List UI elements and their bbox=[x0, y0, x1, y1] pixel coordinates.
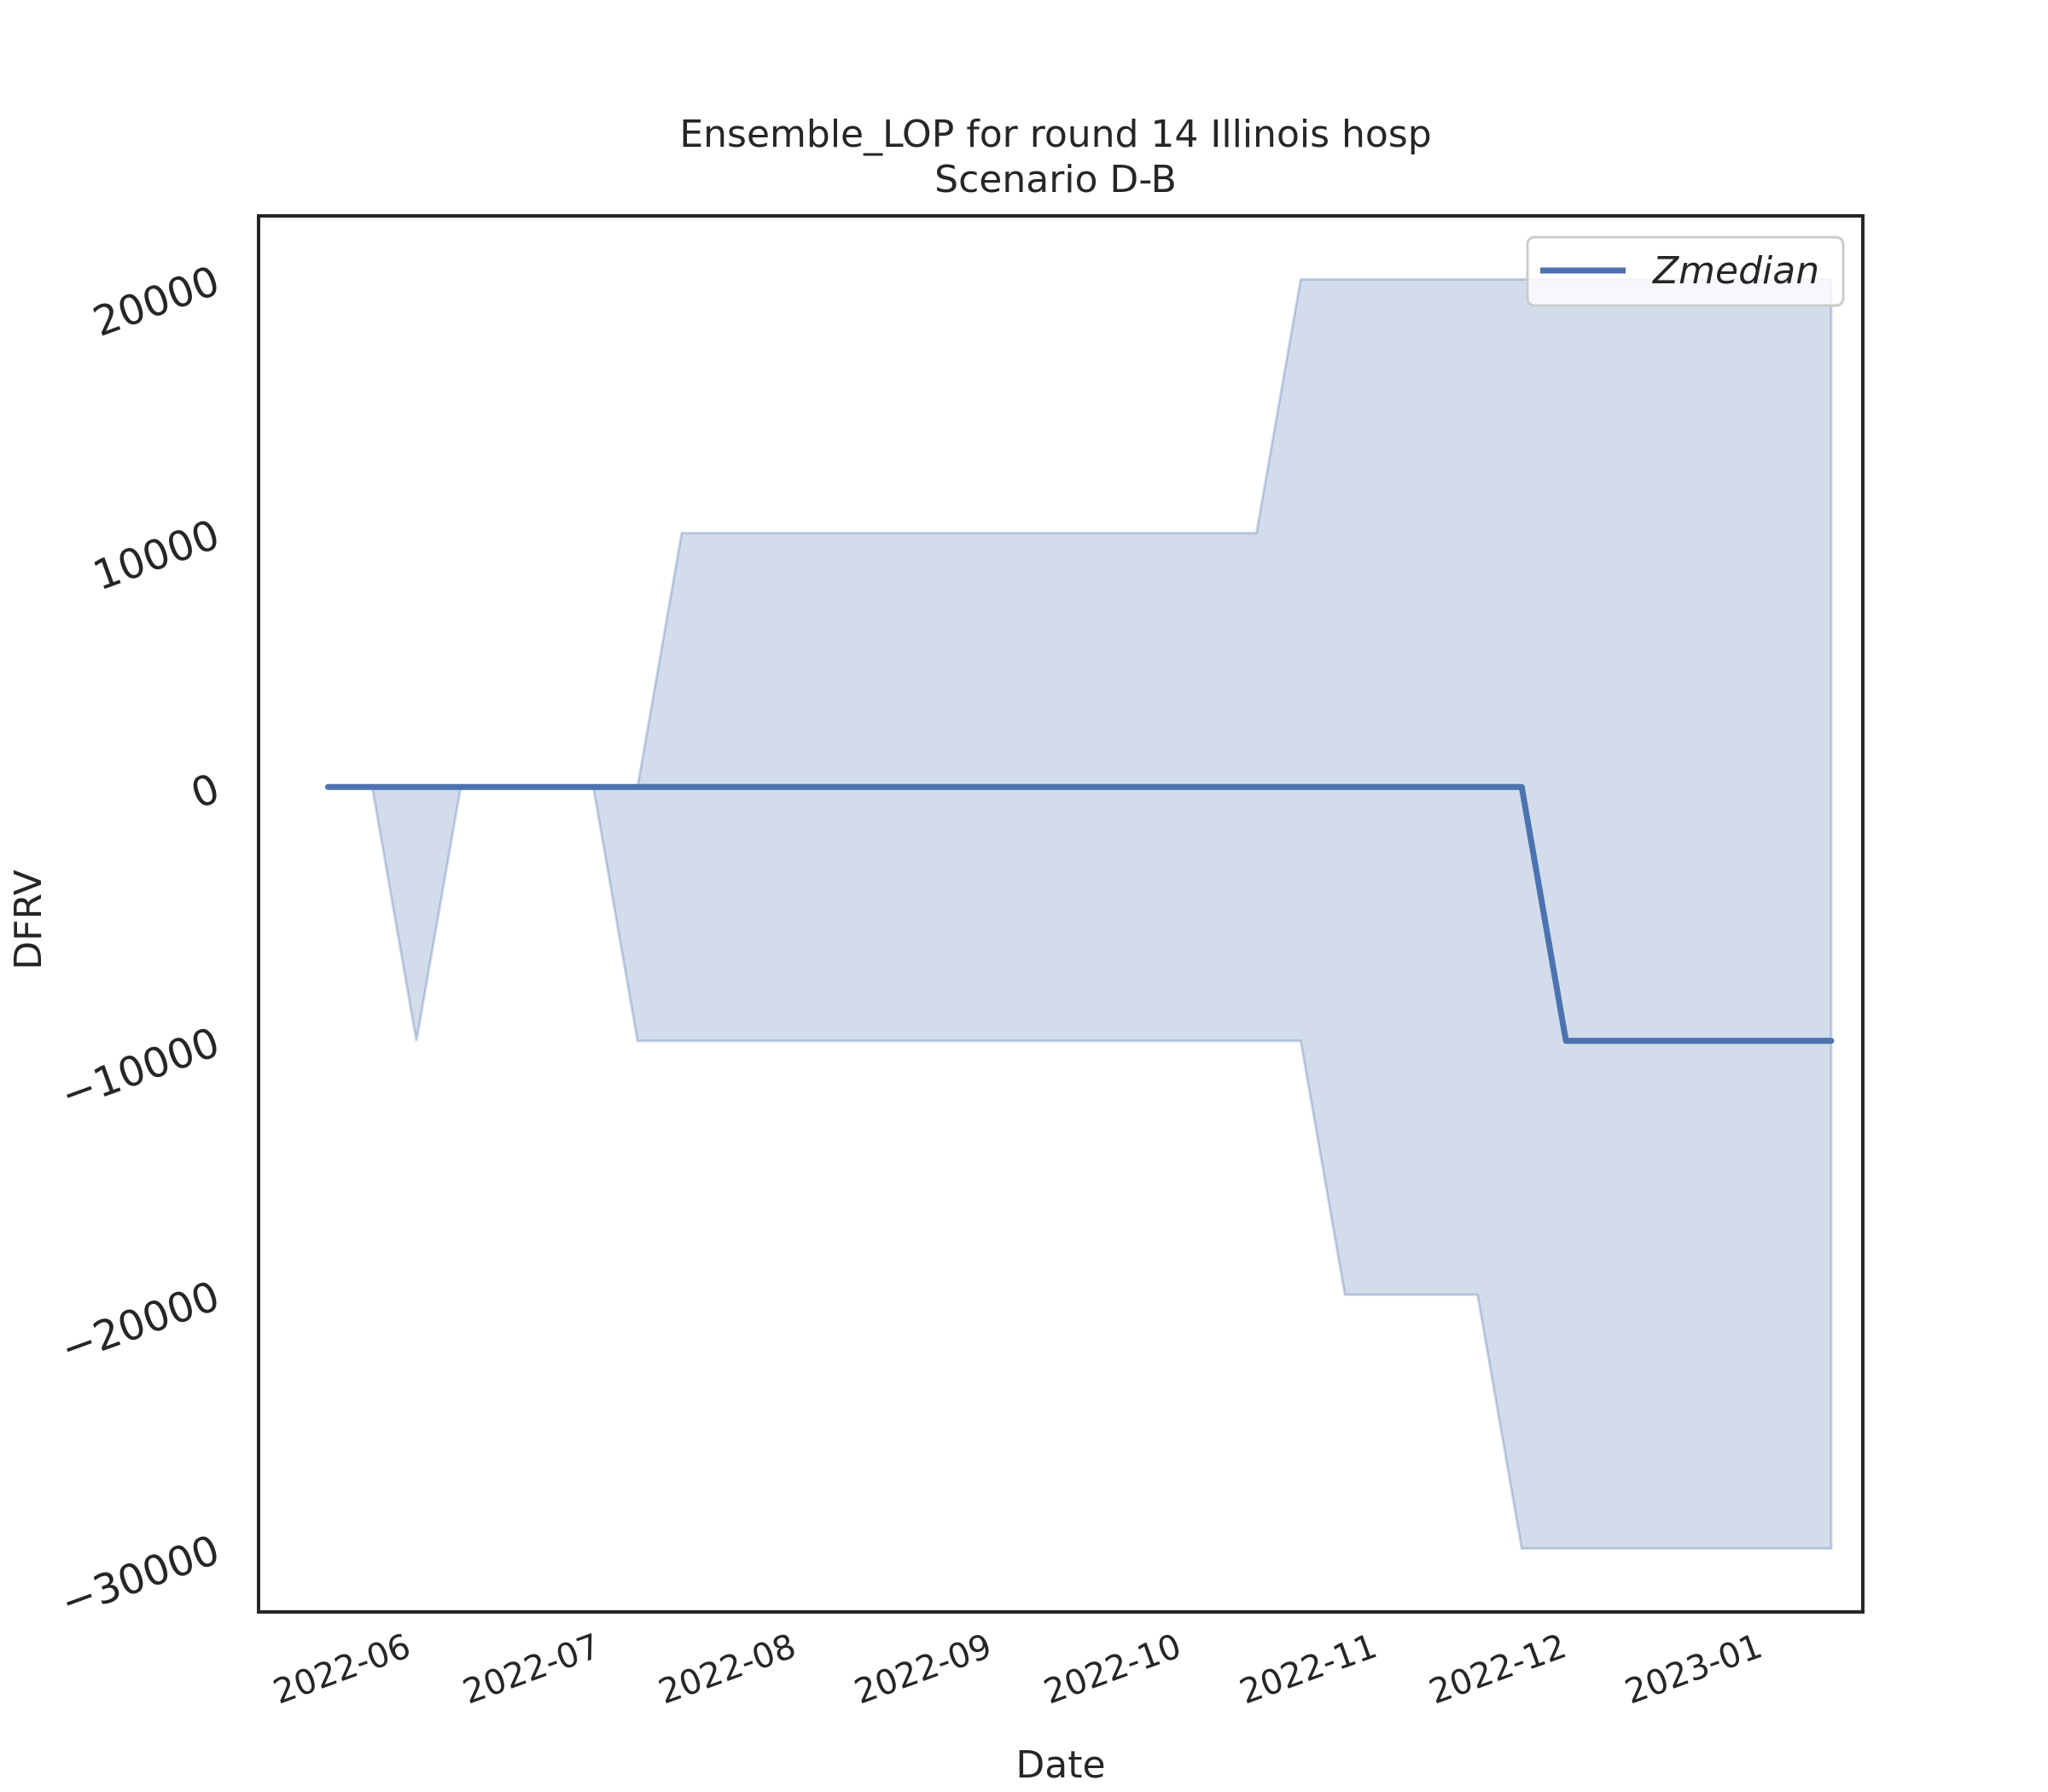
y-tick-label: −10000 bbox=[55, 1018, 225, 1120]
y-axis-label: DFRV bbox=[7, 870, 50, 969]
x-tick-label: 2022-11 bbox=[1235, 1626, 1382, 1712]
y-tick-label: −30000 bbox=[55, 1526, 225, 1627]
x-tick-label: 2022-08 bbox=[654, 1626, 801, 1712]
x-tick-label: 2022-12 bbox=[1424, 1626, 1572, 1712]
legend: Zmedian bbox=[1526, 236, 1845, 307]
x-tick-label: 2022-10 bbox=[1039, 1626, 1186, 1712]
x-axis-label: Date bbox=[1015, 1743, 1105, 1787]
series-line-zmedian bbox=[324, 783, 1835, 1044]
y-tick-label: −20000 bbox=[55, 1272, 225, 1374]
chart-subtitle: Scenario D-B bbox=[934, 158, 1177, 201]
chart-title: Ensemble_LOP for round 14 Illinois hosp bbox=[679, 113, 1431, 156]
x-axis-ticks: 2022-06 2022-07 2022-08 2022-09 2022-10 2022-… bbox=[268, 1626, 1767, 1712]
x-tick-label: 2022-09 bbox=[849, 1626, 997, 1712]
y-tick-label: 20000 bbox=[87, 257, 226, 346]
x-tick-label: 2022-07 bbox=[458, 1626, 606, 1712]
y-axis-ticks: 20000 10000 0 −10000 −20000 −30000 bbox=[55, 257, 225, 1627]
legend-label-zmedian: Zmedian bbox=[1652, 249, 1819, 293]
confidence-band bbox=[328, 277, 1833, 1551]
x-tick-label: 2022-06 bbox=[268, 1626, 416, 1712]
plot-area bbox=[324, 277, 1835, 1551]
plot-frame bbox=[257, 214, 1865, 1614]
y-tick-label: 0 bbox=[185, 765, 226, 818]
legend-box bbox=[1526, 236, 1845, 307]
x-tick-label: 2023-01 bbox=[1620, 1626, 1767, 1712]
y-tick-label: 10000 bbox=[87, 511, 226, 601]
